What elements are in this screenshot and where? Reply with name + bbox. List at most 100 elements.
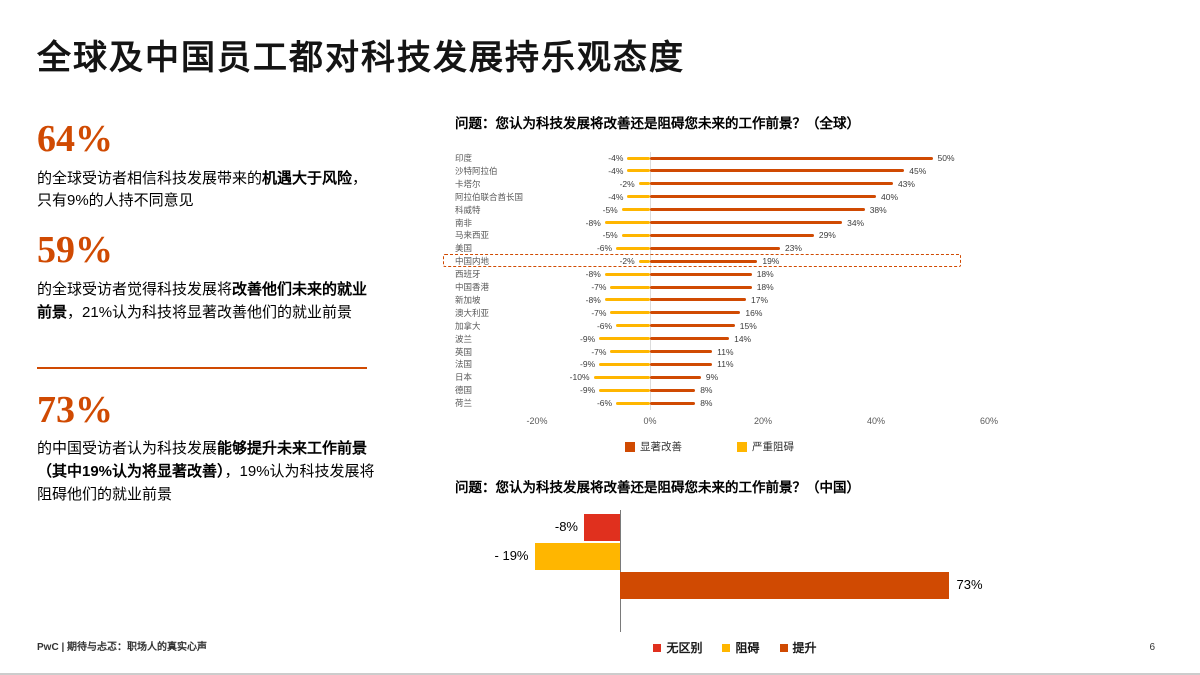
stat-text-bold: 机遇大于风险 [262, 169, 353, 187]
legend-china-item: 阻碍 [722, 639, 760, 656]
china-highlight-box [443, 253, 961, 267]
category-label: 美国 [455, 243, 473, 254]
category-label: 中国香港 [455, 282, 490, 292]
legend-global-swatch [625, 441, 635, 452]
stat-block-global-opportunity: 64% 的全球受访者相信科技发展带来的机遇大于风险，只有9%的人持不同意见 [37, 118, 375, 213]
value-label-hinder: -7% [591, 282, 607, 292]
category-label: 阿拉伯联合酋长国 [455, 191, 524, 202]
zero-axis-line [620, 510, 621, 632]
bar-hinder [604, 272, 650, 276]
stat-value: 73% [37, 388, 113, 431]
stat-value: 64% [37, 118, 113, 160]
value-label-improve: 18% [756, 269, 774, 280]
footer: PwC | 期待与忐忑：职场人的真实心声 [37, 638, 207, 653]
bar-hinder [616, 324, 650, 328]
chart-china: 问题：您认为科技发展将改善还是阻碍您未来的工作前景？（中国） -8% - 19% 7… [455, 476, 1015, 656]
category-label: 西班牙 [455, 269, 481, 280]
bar-improve [650, 233, 814, 237]
x-axis-tick: -20% [526, 416, 548, 426]
bar-value-label: 73% [956, 577, 983, 592]
bar-hinder [604, 221, 650, 224]
divider-line [37, 366, 367, 369]
category-label: 南非 [455, 217, 473, 228]
stat-text-regular: 的中国受访者认为科技发展 [37, 440, 218, 458]
value-label-improve: 50% [937, 153, 955, 163]
value-label-hinder: -2% [619, 178, 635, 189]
bottom-border-line [0, 673, 1200, 675]
value-label-improve: 29% [818, 230, 836, 241]
value-label-hinder: -9% [580, 333, 596, 344]
stat-text-regular: ，19%认为科技发展将阻碍他们的就业前景 [37, 463, 375, 503]
category-label: 中国内地 [455, 256, 490, 267]
legend-china-label: 提升 [792, 641, 817, 655]
bar-improve [650, 311, 741, 315]
stat-text-regular: ，只有9%的人持不同意见 [37, 169, 368, 210]
bar-hinder [616, 246, 650, 250]
legend-china-label: 无区别 [666, 641, 703, 655]
bar-improve [650, 285, 752, 289]
bar-hinder [593, 375, 650, 379]
bar-hinder [627, 169, 650, 173]
bar-hinder [610, 311, 650, 315]
bar-hinder [616, 401, 650, 405]
value-label-hinder: -6% [596, 243, 613, 254]
chart-china-plot: -8% - 19% 73% [455, 510, 1015, 635]
bar-improve [650, 324, 735, 328]
category-label: 澳大利亚 [455, 307, 490, 318]
value-label-improve: 8% [700, 398, 713, 409]
bar-hinder [638, 182, 650, 186]
bar-value-label: -8% [554, 519, 578, 534]
bar-value-label: - 19% [494, 548, 529, 563]
legend-global-label: 严重阻碍 [752, 441, 794, 453]
bar-improve [620, 572, 949, 599]
legend-global-item: 显著改善 [625, 439, 682, 454]
legend-china-swatch [779, 643, 788, 652]
category-label: 新加坡 [455, 294, 481, 305]
chart-global-plot: 印度 -4% 50% 沙特阿拉伯 -4% 45% 卡塔尔 -2% 43% 阿拉伯联合酋长国 -4% 4… [443, 152, 1015, 437]
footer-text: PwC | 期待与忐忑：职场人的真实心声 [37, 642, 208, 653]
chart-china-legend: 无区别 阻碍 提升 [455, 639, 1015, 656]
stat-block-china-improve: 73% 的中国受访者认为科技发展能够提升未来工作前景（其中19%认为将显著改善）… [37, 389, 375, 507]
value-label-improve: 8% [700, 385, 713, 396]
category-label: 法国 [455, 359, 473, 370]
category-label: 英国 [455, 346, 473, 357]
page-number: 6 [1149, 642, 1155, 653]
value-label-hinder: -10% [569, 372, 590, 383]
bar-improve [650, 388, 696, 392]
legend-china-swatch [722, 643, 731, 652]
x-axis-tick: 0% [643, 416, 657, 426]
stat-text-regular: 的全球受访者觉得科技发展将 [37, 280, 233, 298]
bar-improve [650, 156, 933, 160]
bar-improve [650, 272, 752, 276]
stat-text-regular: 的全球受访者相信科技发展带来的 [37, 169, 263, 187]
value-label-improve: 11% [717, 346, 734, 357]
value-label-improve: 15% [739, 320, 757, 331]
value-label-improve: 11% [717, 359, 734, 370]
bar-improve [650, 362, 713, 366]
bar-hinder [627, 156, 650, 160]
value-label-hinder: -5% [602, 230, 618, 241]
bar-hinder [610, 350, 650, 353]
category-label: 波兰 [455, 333, 473, 344]
legend-china-label: 阻碍 [735, 641, 760, 655]
bar-improve [650, 375, 701, 379]
legend-china-swatch [653, 643, 662, 652]
x-axis-tick: 20% [753, 416, 773, 426]
bar-hinder [621, 233, 650, 237]
category-label: 日本 [455, 372, 473, 383]
x-axis-tick: 60% [979, 416, 999, 426]
category-label: 印度 [455, 153, 473, 163]
chart-global-title: 问题：您认为科技发展将改善还是阻碍您未来的工作前景？（全球） [455, 116, 860, 131]
value-label-improve: 38% [869, 204, 887, 215]
value-label-hinder: -7% [591, 346, 607, 357]
value-label-improve: 18% [756, 282, 774, 292]
category-label: 卡塔尔 [455, 178, 481, 189]
legend-global-label: 显著改善 [640, 441, 682, 453]
stat-text: 的全球受访者相信科技发展带来的机遇大于风险，只有9%的人持不同意见 [37, 168, 375, 214]
legend-china-item: 提升 [779, 639, 817, 656]
chart-global: 问题：您认为科技发展将改善还是阻碍您未来的工作前景？（全球） 印度 -4% 50% 沙… [443, 112, 1015, 454]
category-label: 德国 [455, 385, 473, 396]
bar-no-difference [584, 514, 620, 541]
legend-global-item: 严重阻碍 [737, 439, 794, 454]
